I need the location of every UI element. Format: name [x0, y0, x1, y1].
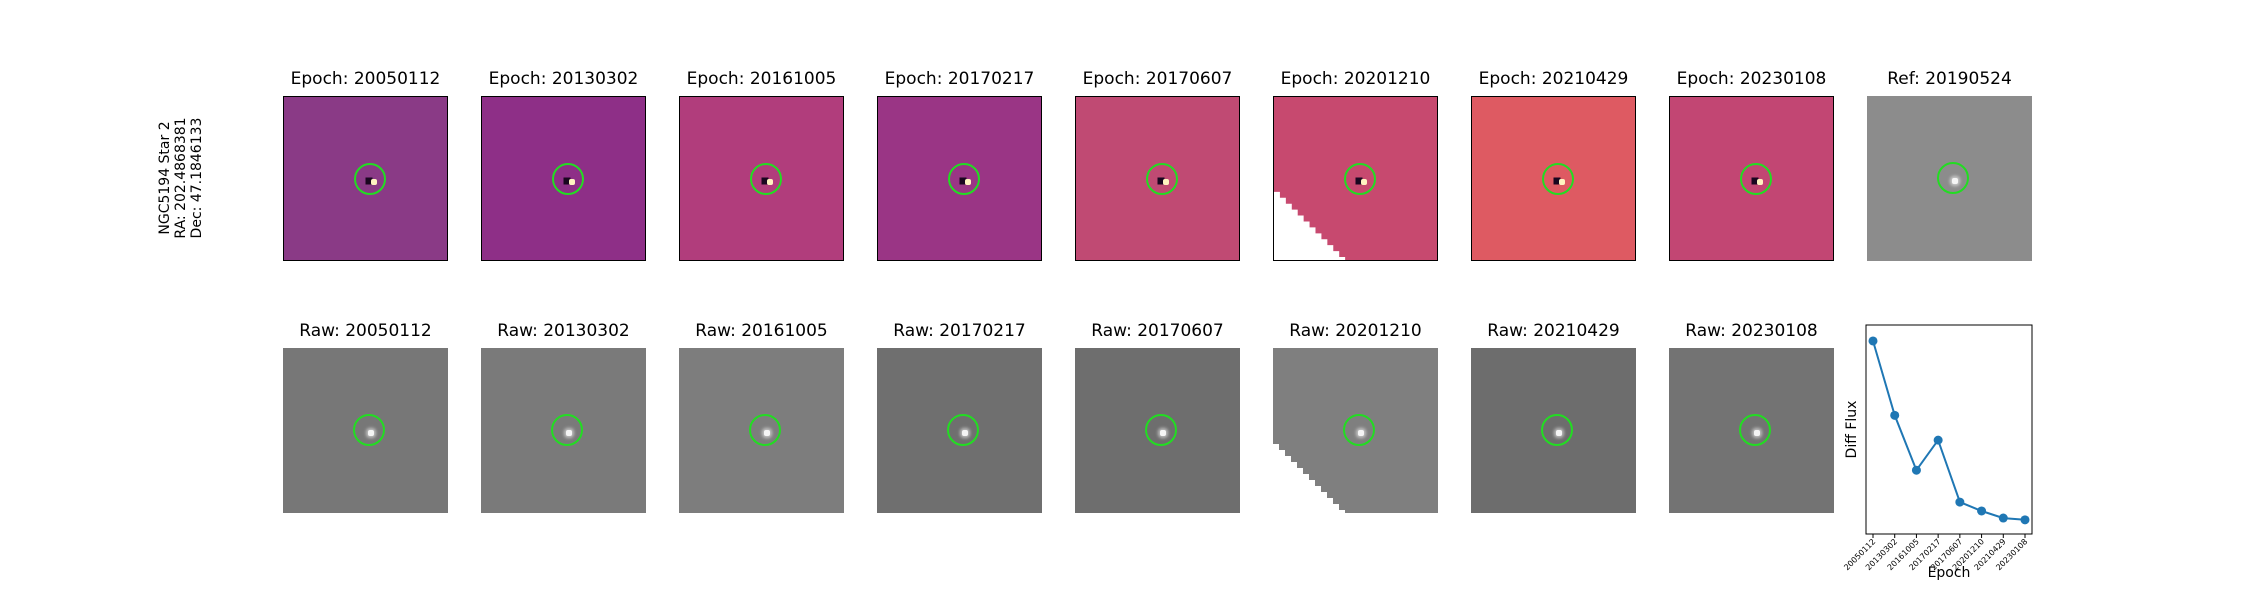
target-circle-marker: [1542, 163, 1574, 195]
raw-image-panel: [481, 348, 646, 513]
star-residual-dark: [1157, 177, 1165, 185]
raw-image-panel: [283, 348, 448, 513]
raw-panel-title: Raw: 20161005: [695, 321, 828, 341]
star-residual-bright: [1163, 179, 1169, 185]
star-residual-bright: [371, 179, 377, 185]
star-residual-bright: [569, 179, 575, 185]
raw-image-panel: [877, 348, 1042, 513]
diff-panel-title: Epoch: 20201210: [1280, 69, 1431, 89]
raw-image-panel: [1669, 348, 1834, 513]
star-residual-dark: [563, 177, 571, 185]
star-source: [368, 430, 374, 436]
diff-flux-line: [1872, 340, 2026, 521]
target-circle-marker: [1343, 414, 1375, 446]
data-point: [1955, 497, 1965, 507]
star-residual-bright: [767, 179, 773, 185]
target-circle-marker: [353, 414, 385, 446]
raw-image-panel: [1471, 348, 1636, 513]
star-residual-dark: [365, 177, 373, 185]
target-circle-marker: [1344, 163, 1376, 195]
star-residual-bright: [965, 179, 971, 185]
diff-image-panel: [679, 96, 844, 261]
raw-panel-title: Raw: 20050112: [299, 321, 432, 341]
x-axis-label: Epoch: [1928, 565, 1971, 581]
star-residual-dark: [1751, 177, 1759, 185]
reference-image-panel: [1867, 96, 2032, 261]
diff-image-panel: [481, 96, 646, 261]
diff-panel-title: Epoch: 20130302: [488, 69, 639, 89]
star-source: [1556, 430, 1562, 436]
star-residual-bright: [1361, 179, 1367, 185]
target-circle-marker: [1937, 162, 1969, 194]
star-source: [566, 430, 572, 436]
data-point: [1911, 465, 1921, 475]
raw-panel-title: Raw: 20210429: [1487, 321, 1620, 341]
no-data-region: [1274, 191, 1346, 260]
diff-image-panel: [877, 96, 1042, 261]
star-residual-bright: [1757, 179, 1763, 185]
data-point: [1977, 506, 1987, 516]
diff-image-panel: [1075, 96, 1240, 261]
star-source: [1952, 178, 1958, 184]
diff-panel-title: Epoch: 20050112: [290, 69, 441, 89]
raw-panel-title: Raw: 20201210: [1289, 321, 1422, 341]
diff-panel-title: Epoch: 20230108: [1676, 69, 1827, 89]
raw-image-panel: [1075, 348, 1240, 513]
star-residual-bright: [1559, 179, 1565, 185]
target-circle-marker: [552, 163, 584, 195]
star-residual-dark: [1355, 177, 1363, 185]
diff-panel-title: Epoch: 20210429: [1478, 69, 1629, 89]
data-point: [1998, 513, 2008, 523]
diff-image-panel: [1273, 96, 1438, 261]
star-residual-dark: [959, 177, 967, 185]
star-residual-dark: [1553, 177, 1561, 185]
raw-panel-title: Raw: 20170217: [893, 321, 1026, 341]
raw-panel-title: Raw: 20170607: [1091, 321, 1224, 341]
diff-panel-title: Epoch: 20170217: [884, 69, 1035, 89]
diff-image-panel: [1669, 96, 1834, 261]
reference-panel-title: Ref: 20190524: [1887, 69, 2012, 89]
data-point: [2020, 515, 2030, 525]
target-circle-marker: [1739, 414, 1771, 446]
star-source: [1754, 430, 1760, 436]
star-residual-dark: [761, 177, 769, 185]
star-source: [1160, 430, 1166, 436]
target-circle-marker: [948, 163, 980, 195]
star-source: [1358, 430, 1364, 436]
target-circle-marker: [1146, 163, 1178, 195]
diff-panel-title: Epoch: 20170607: [1082, 69, 1233, 89]
target-circle-marker: [1145, 414, 1177, 446]
target-circle-marker: [354, 163, 386, 195]
raw-image-panel: [1273, 348, 1438, 513]
target-circle-marker: [551, 414, 583, 446]
raw-image-panel: [679, 348, 844, 513]
diff-image-panel: [283, 96, 448, 261]
target-circle-marker: [1740, 163, 1772, 195]
data-point: [1933, 435, 1943, 445]
raw-panel-title: Raw: 20230108: [1685, 321, 1818, 341]
no-data-region: [1273, 444, 1345, 513]
target-circle-marker: [750, 163, 782, 195]
y-axis-label: Diff Flux: [1844, 401, 1860, 459]
target-circle-marker: [1541, 414, 1573, 446]
star-source: [764, 430, 770, 436]
data-point: [1890, 410, 1900, 420]
plot-frame: [1865, 324, 2033, 535]
blank-wedge: [1273, 444, 1345, 513]
diff-image-panel: [1471, 96, 1636, 261]
raw-panel-title: Raw: 20130302: [497, 321, 630, 341]
star-source: [962, 430, 968, 436]
data-point: [1868, 336, 1878, 346]
target-circle-marker: [947, 414, 979, 446]
target-circle-marker: [749, 414, 781, 446]
diff-panel-title: Epoch: 20161005: [686, 69, 837, 89]
